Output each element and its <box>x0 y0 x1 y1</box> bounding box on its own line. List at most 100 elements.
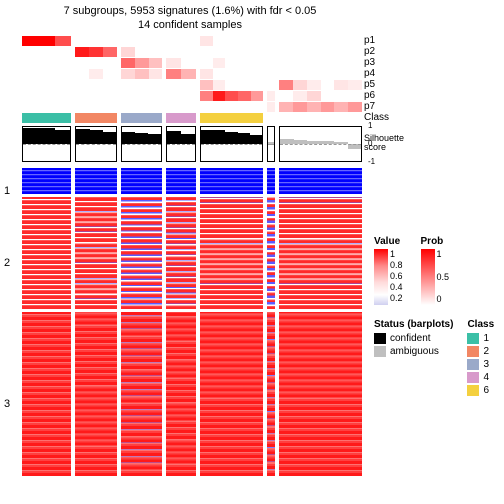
status-legend-item: confident <box>374 332 453 345</box>
class-cell <box>75 113 116 123</box>
row-group-label: 2 <box>4 257 10 269</box>
main-heatmap-area: 10-1 <box>22 36 362 479</box>
swatch <box>467 333 479 344</box>
row-annotation-labels: p1p2p3p4p5p6p7ClassSilhouette score <box>364 36 404 170</box>
swatch <box>467 385 479 396</box>
prob-tick: 0 <box>437 294 450 305</box>
heatmap-cell <box>279 312 362 476</box>
heatmap-cell <box>267 168 275 194</box>
legends: Value 10.80.60.40.2 Prob 10.50 Status (b… <box>374 230 494 397</box>
class-legend-item: 6 <box>467 384 494 397</box>
prob-ticks: 10.50 <box>437 249 450 305</box>
class-cell <box>166 113 196 123</box>
heatmap-cell <box>75 168 116 194</box>
silhouette-column <box>279 126 362 162</box>
prob-row-p3 <box>22 58 362 68</box>
prob-legend: Prob 10.50 <box>421 236 450 305</box>
prob-row-p1 <box>22 36 362 46</box>
value-tick: 0.6 <box>390 271 403 282</box>
heatmap-cell <box>166 168 196 194</box>
heatmap-cell <box>75 197 116 309</box>
status-legend-title: Status (barplots) <box>374 319 453 330</box>
value-ticks: 10.80.60.40.2 <box>390 249 403 305</box>
heatmap-cell <box>121 168 162 194</box>
title-line2: 14 confident samples <box>40 18 340 32</box>
prob-row-p4 <box>22 69 362 79</box>
heatmap-cell <box>279 168 362 194</box>
class-legend: Class 1 2 3 4 6 <box>467 319 494 397</box>
silhouette-column <box>121 126 162 162</box>
row-group-label: 3 <box>4 398 10 410</box>
swatch <box>467 372 479 383</box>
swatch <box>374 333 386 344</box>
prob-row-p6 <box>22 91 362 101</box>
prob-colorbar <box>421 249 435 305</box>
legend-label: 1 <box>483 333 489 344</box>
class-cell <box>200 113 263 123</box>
class-legend-title: Class <box>467 319 494 330</box>
legend-label: 2 <box>483 346 489 357</box>
value-tick: 0.2 <box>390 293 403 304</box>
silhouette-column <box>75 126 116 162</box>
heatmap-cell <box>22 197 71 309</box>
prob-row-p5 <box>22 80 362 90</box>
heatmap-cell <box>200 312 263 476</box>
heatmap-cell <box>22 312 71 476</box>
heatmap-row-group-1 <box>22 168 362 194</box>
title-block: 7 subgroups, 5953 signatures (1.6%) with… <box>0 0 340 35</box>
heatmap-cell <box>200 197 263 309</box>
heatmap-cell <box>121 197 162 309</box>
class-cell <box>121 113 162 123</box>
signature-heatmap <box>22 168 362 476</box>
heatmap-cell <box>279 197 362 309</box>
prob-tick: 1 <box>437 249 450 260</box>
heatmap-cell <box>166 197 196 309</box>
status-legend-item: ambiguous <box>374 345 453 358</box>
class-track <box>22 113 362 123</box>
value-legend: Value 10.80.60.40.2 <box>374 236 403 305</box>
value-colorbar <box>374 249 388 305</box>
value-legend-title: Value <box>374 236 403 247</box>
heatmap-row-group-3 <box>22 312 362 476</box>
legend-label: 6 <box>483 385 489 396</box>
legend-label: ambiguous <box>390 346 439 357</box>
prob-tick: 0.5 <box>437 272 450 283</box>
silhouette-column <box>200 126 263 162</box>
value-tick: 0.4 <box>390 282 403 293</box>
silhouette-column <box>267 126 275 162</box>
row-group-label: 1 <box>4 185 10 197</box>
heatmap-cell <box>267 197 275 309</box>
silhouette-column <box>166 126 196 162</box>
probability-tracks <box>22 36 362 112</box>
heatmap-cell <box>22 168 71 194</box>
value-tick: 1 <box>390 249 403 260</box>
track-label: Class <box>364 113 404 124</box>
swatch <box>467 359 479 370</box>
class-cell <box>267 113 275 123</box>
swatch <box>467 346 479 357</box>
class-legend-item: 4 <box>467 371 494 384</box>
prob-row-p7 <box>22 102 362 112</box>
silhouette-label: Silhouette score <box>364 134 404 170</box>
prob-row-p2 <box>22 47 362 57</box>
heatmap-cell <box>200 168 263 194</box>
class-legend-item: 1 <box>467 332 494 345</box>
title-line1: 7 subgroups, 5953 signatures (1.6%) with… <box>40 4 340 18</box>
legend-label: 4 <box>483 372 489 383</box>
heatmap-cell <box>267 312 275 476</box>
heatmap-cell <box>166 312 196 476</box>
swatch <box>374 346 386 357</box>
legend-label: 3 <box>483 359 489 370</box>
class-cell <box>22 113 71 123</box>
heatmap-row-group-2 <box>22 197 362 309</box>
heatmap-cell <box>75 312 116 476</box>
class-cell <box>279 113 362 123</box>
silhouette-track: 10-1 <box>22 126 362 162</box>
status-legend: Status (barplots) confident ambiguous <box>374 319 453 397</box>
class-legend-item: 2 <box>467 345 494 358</box>
silhouette-column <box>22 126 71 162</box>
value-tick: 0.8 <box>390 260 403 271</box>
legend-label: confident <box>390 333 431 344</box>
prob-legend-title: Prob <box>421 236 450 247</box>
class-legend-item: 3 <box>467 358 494 371</box>
